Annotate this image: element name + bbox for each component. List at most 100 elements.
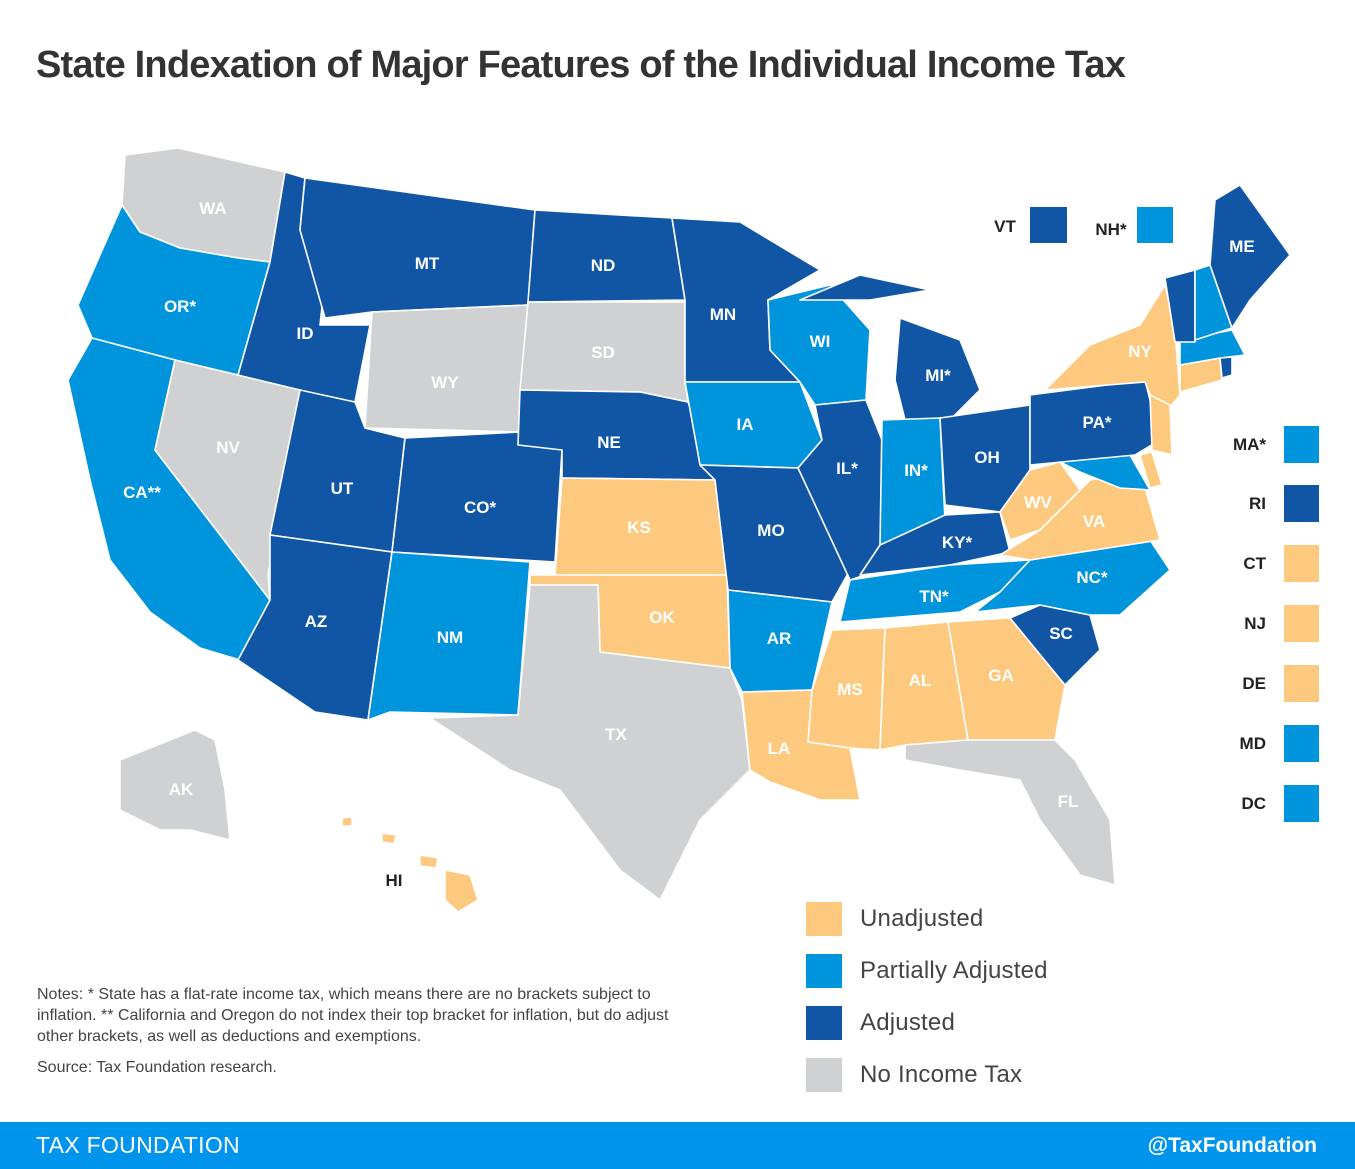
state-NV[interactable] (154, 359, 301, 601)
side-item-CT: CT (1243, 545, 1319, 582)
side-code: MA* (1232, 434, 1266, 454)
label-IN: IN* (904, 461, 928, 480)
state-NJ[interactable] (1149, 394, 1173, 456)
label-ND: ND (591, 256, 616, 275)
page-title: State Indexation of Major Features of th… (36, 44, 1126, 86)
side-swatch-MD (1284, 725, 1319, 762)
label-MT: MT (415, 254, 440, 273)
legend-item-unadjusted: Unadjusted (806, 893, 1048, 945)
callout-NH-swatch (1137, 207, 1173, 243)
state-DE[interactable] (1139, 451, 1163, 489)
label-NV: NV (216, 438, 240, 457)
label-WA: WA (199, 199, 226, 218)
footer-bar: TAX FOUNDATION @TaxFoundation (0, 1122, 1355, 1169)
callout-NH-label: NH* (1095, 220, 1127, 239)
label-WI: WI (810, 332, 831, 351)
label-NE: NE (597, 433, 621, 452)
legend-label: No Income Tax (860, 1061, 1023, 1088)
side-swatch-DE (1284, 665, 1319, 702)
side-swatch-DC (1284, 785, 1319, 822)
label-CO: CO* (464, 498, 497, 517)
state-HI-big[interactable] (444, 869, 479, 913)
legend-swatch (806, 954, 842, 988)
callout-VT-swatch (1030, 207, 1067, 243)
state-MI-upper[interactable] (799, 274, 931, 301)
label-FL: FL (1058, 792, 1079, 811)
state-TX[interactable] (429, 584, 751, 901)
state-MT[interactable] (299, 177, 536, 319)
label-MN: MN (710, 305, 736, 324)
label-ID: ID (297, 324, 314, 343)
side-swatch-NJ (1284, 605, 1319, 642)
label-VA: VA (1083, 512, 1105, 531)
side-code: DC (1241, 793, 1266, 813)
legend-label: Partially Adjusted (860, 957, 1048, 984)
state-WY[interactable] (364, 304, 529, 433)
side-code: RI (1249, 493, 1266, 513)
label-OR: OR* (164, 297, 197, 316)
state-NM[interactable] (367, 551, 531, 721)
label-IL: IL* (836, 459, 858, 478)
state-SC[interactable] (1009, 604, 1101, 686)
state-WV[interactable] (999, 461, 1081, 541)
side-swatch-MA (1284, 426, 1319, 463)
label-MO: MO (757, 521, 784, 540)
state-HI-oahu[interactable] (381, 832, 397, 845)
label-CA: CA** (123, 483, 161, 502)
label-HI: HI (386, 871, 403, 890)
label-KS: KS (627, 518, 651, 537)
side-item-MD: MD (1240, 725, 1319, 762)
label-AR: AR (767, 629, 792, 648)
label-TX: TX (605, 725, 627, 744)
side-item-DC: DC (1241, 785, 1319, 822)
label-SD: SD (591, 343, 615, 362)
state-FL[interactable] (904, 739, 1116, 886)
label-MS: MS (837, 680, 863, 699)
callout-VT-label: VT (994, 217, 1016, 236)
legend-item-partial: Partially Adjusted (806, 945, 1048, 997)
label-GA: GA (988, 666, 1014, 685)
legend-label: Unadjusted (860, 905, 984, 932)
side-swatch-RI (1284, 485, 1319, 522)
source: Source: Tax Foundation research. (37, 1059, 277, 1076)
state-ME[interactable] (1209, 184, 1291, 329)
label-UT: UT (331, 479, 354, 498)
legend-item-adjusted: Adjusted (806, 997, 1048, 1049)
state-AK[interactable] (119, 729, 231, 841)
legend: Unadjusted Partially Adjusted Adjusted N… (806, 893, 1048, 1101)
label-WV: WV (1024, 493, 1052, 512)
state-RI[interactable] (1219, 356, 1233, 379)
label-MI: MI* (925, 366, 951, 385)
state-IA[interactable] (684, 381, 823, 469)
label-IA: IA (737, 415, 754, 434)
label-TN: TN* (919, 587, 949, 606)
label-AL: AL (909, 671, 932, 690)
legend-label: Adjusted (860, 1009, 955, 1036)
label-KY: KY* (942, 533, 973, 552)
label-NY: NY (1128, 342, 1152, 361)
side-code: CT (1243, 553, 1266, 573)
label-NC: NC* (1076, 568, 1108, 587)
side-item-MA: MA* (1233, 426, 1319, 463)
state-HI-maui[interactable] (419, 854, 439, 869)
side-item-DE: DE (1242, 665, 1319, 702)
label-AK: AK (169, 780, 194, 799)
side-code: DE (1242, 673, 1266, 693)
label-PA: PA* (1083, 413, 1112, 432)
state-CO[interactable] (391, 431, 563, 563)
legend-item-none: No Income Tax (806, 1049, 1048, 1101)
side-code: NJ (1244, 613, 1266, 633)
legend-swatch (806, 902, 842, 936)
legend-swatch (806, 1006, 842, 1040)
label-OK: OK (649, 608, 675, 627)
legend-swatch (806, 1058, 842, 1092)
state-HI-kauai[interactable] (341, 816, 353, 827)
state-GA[interactable] (947, 617, 1066, 741)
label-WY: WY (431, 373, 459, 392)
us-map: WA OR* CA** ID NV MT WY UT AZ CO* NM ND … (67, 147, 1291, 913)
side-item-RI: RI (1249, 485, 1319, 522)
side-swatch-CT (1284, 545, 1319, 582)
notes: Notes: * State has a flat-rate income ta… (37, 986, 669, 1045)
footer-handle[interactable]: @TaxFoundation (1147, 1133, 1317, 1157)
state-VT[interactable] (1164, 269, 1196, 343)
